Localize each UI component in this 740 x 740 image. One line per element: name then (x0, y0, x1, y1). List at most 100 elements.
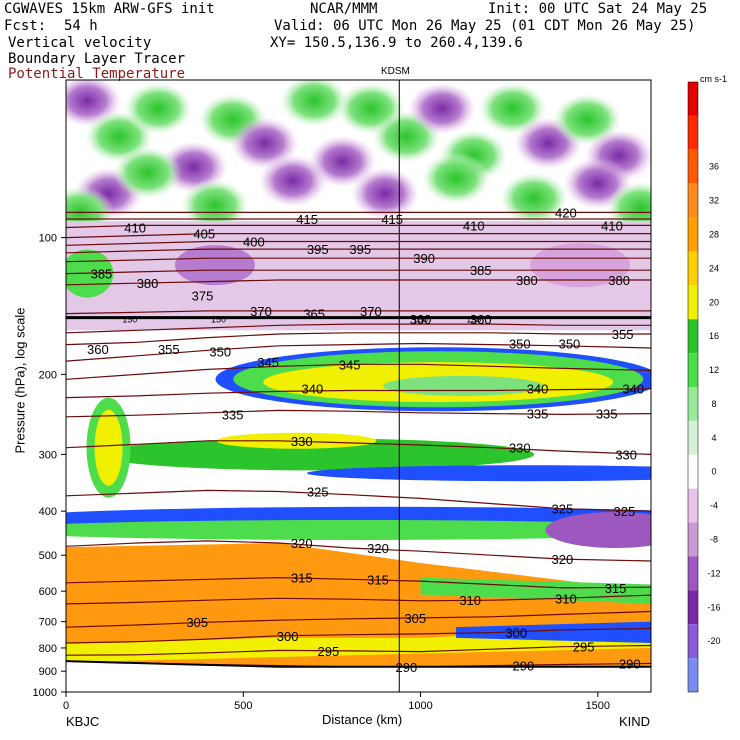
vertical-velocity-field (66, 80, 651, 692)
contour-label: 290 (619, 656, 641, 671)
theta-contour-405 (66, 233, 651, 239)
contour-label-layer: 410 415 415 410 420 410 405 400 395 395 390 385 380 3… (87, 205, 644, 674)
colorbar-frame (687, 81, 699, 693)
y-tick-label: 100 (39, 233, 57, 245)
theta-contour-355 (66, 332, 651, 346)
contour-label: 290 (396, 660, 418, 675)
theta-contour-380 (66, 279, 651, 286)
theta-contour-310 (66, 594, 651, 605)
y-tick-label: 600 (39, 586, 57, 598)
contour-label: 310 (459, 593, 481, 608)
contour-label: 400 (243, 234, 265, 249)
contour-label: 295 (573, 640, 595, 655)
contour-label: 290 (513, 659, 535, 674)
colorbar-swatch (688, 488, 698, 523)
colorbar-label: -20 (707, 636, 720, 646)
contour-label: 345 (257, 355, 279, 370)
colorbar-label: 32 (709, 196, 719, 206)
theta-contour-325 (66, 489, 651, 512)
contour-label: 385 (91, 267, 113, 282)
model-title: CGWAVES 15km ARW-GFS init (4, 1, 215, 17)
contour-label: 380 (137, 276, 159, 291)
contour-label: 355 (158, 342, 180, 357)
theta-contour-360 (66, 323, 651, 334)
contour-label: 330 (291, 434, 313, 449)
station-marker-label: KDSM (381, 66, 410, 77)
theta-contour-300 (66, 627, 651, 644)
x-tick-label: 0 (63, 700, 69, 712)
potential-temperature-contours (66, 211, 651, 668)
colorbar-label: 4 (711, 433, 716, 443)
theta-contour-385 (66, 269, 651, 275)
y-tick-label: 500 (39, 550, 57, 562)
theta-contour-395 (66, 248, 651, 254)
contour-label: 390 (413, 251, 435, 266)
axis-layer: 100 200 300 400 500 600 700 800 900 1000 0 500 1000 1… (33, 79, 652, 712)
theta-contour-295 (66, 644, 651, 656)
cross-section-endpoints: XY= 150.5,136.9 to 260.4,139.6 (270, 35, 523, 51)
contour-label: 415 (381, 212, 403, 227)
colorbar-swatch (688, 82, 698, 116)
contour-label: 315 (367, 572, 389, 587)
theta-contour-330 (66, 440, 651, 455)
theta-contour-400 (66, 240, 651, 246)
contour-label: 410 (463, 218, 485, 233)
contour-label: 320 (552, 552, 574, 567)
surface-ascent-edge (456, 621, 651, 643)
contour-label: 350 (209, 344, 231, 359)
colorbar-swatch (688, 319, 698, 354)
mid-ascent (94, 438, 535, 471)
contour-label: 330 (615, 447, 637, 462)
contour-label: 335 (527, 407, 549, 422)
wave-cell (606, 181, 651, 234)
colorbar-label: -4 (710, 501, 718, 511)
colorbar-swatch (688, 183, 698, 218)
contour-label: 150 (466, 315, 481, 325)
plot-frame (65, 79, 652, 693)
colorbar-swatch (688, 658, 698, 692)
wave-cell (258, 154, 327, 207)
contour-label: 330 (509, 441, 531, 456)
wave-cell (500, 172, 568, 225)
colorbar-label: 8 (711, 399, 716, 409)
ascent-core (383, 375, 544, 396)
colorbar-label: -8 (710, 535, 718, 545)
contour-label: 340 (527, 382, 549, 397)
contour-label: 150 (211, 315, 226, 325)
right-station-label: KIND (619, 714, 651, 729)
theta-contour-370 (66, 310, 651, 315)
contour-label: 335 (222, 407, 244, 422)
contour-label: 370 (360, 304, 382, 319)
wave-cell (351, 167, 420, 220)
contour-label: 380 (516, 273, 538, 288)
colorbar-units: cm s-1 (700, 74, 727, 84)
mountain-wave-core (94, 409, 123, 486)
downdraft-cell (530, 243, 631, 288)
x-tick-label: 1500 (586, 700, 610, 712)
contour-label: 325 (307, 484, 329, 499)
contour-label: 150 (413, 315, 428, 325)
colorbar-label: 12 (709, 365, 719, 375)
contour-label: 335 (596, 407, 618, 422)
contour-label: 340 (622, 382, 644, 397)
wave-cell (280, 80, 349, 127)
theta-contour-335 (66, 409, 651, 418)
field-boundary-layer-tracer: Boundary Layer Tracer (8, 51, 186, 67)
theta-contour-340 (66, 388, 651, 399)
field-potential-temperature: Potential Temperature (8, 66, 186, 82)
x-axis-title: Distance (km) (322, 712, 403, 727)
contour-label: 405 (193, 227, 215, 242)
colorbar-swatch (688, 217, 698, 252)
colorbar-label: -12 (707, 568, 720, 578)
colorbar-swatch (688, 556, 698, 591)
colorbar-swatch (688, 522, 698, 557)
contour-label: 355 (612, 327, 634, 342)
colorbar-label: -16 (707, 602, 720, 612)
theta-contour-410 (66, 224, 651, 229)
colorbar-label: 36 (709, 162, 719, 172)
contour-label: 310 (555, 591, 577, 606)
forecast-label: Fcst: (4, 18, 47, 34)
y-tick-label: 800 (39, 643, 57, 655)
field-vertical-velocity: Vertical velocity (8, 35, 152, 51)
